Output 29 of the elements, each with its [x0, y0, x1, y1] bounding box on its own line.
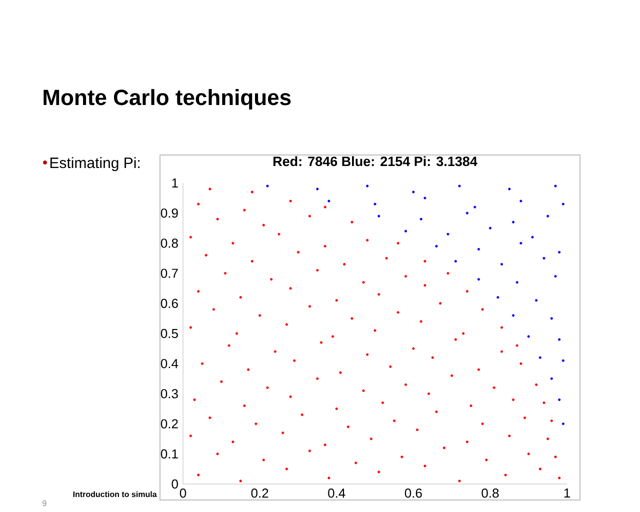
point: [562, 202, 564, 206]
point: [516, 281, 518, 284]
point: [527, 335, 530, 338]
point: [558, 250, 561, 254]
point: [562, 359, 564, 362]
x-tick-label: 0.8: [482, 488, 499, 498]
point: [538, 356, 542, 359]
point: [534, 299, 538, 302]
point: [488, 226, 492, 230]
point: [550, 317, 553, 320]
point: [500, 262, 504, 266]
point: [531, 236, 534, 238]
point: [542, 256, 546, 260]
x-tick-label: 1: [564, 488, 570, 498]
point: [554, 275, 557, 278]
point: [520, 242, 522, 244]
point: [554, 184, 557, 188]
point: [558, 398, 561, 402]
point: [546, 214, 550, 218]
point: [562, 422, 564, 426]
point: [520, 200, 522, 202]
point: [558, 338, 561, 341]
point: [477, 278, 480, 281]
point: [512, 314, 515, 317]
point: [550, 377, 553, 380]
point: [508, 188, 511, 190]
point: [512, 220, 515, 224]
point: [477, 248, 480, 251]
point: [496, 296, 500, 299]
